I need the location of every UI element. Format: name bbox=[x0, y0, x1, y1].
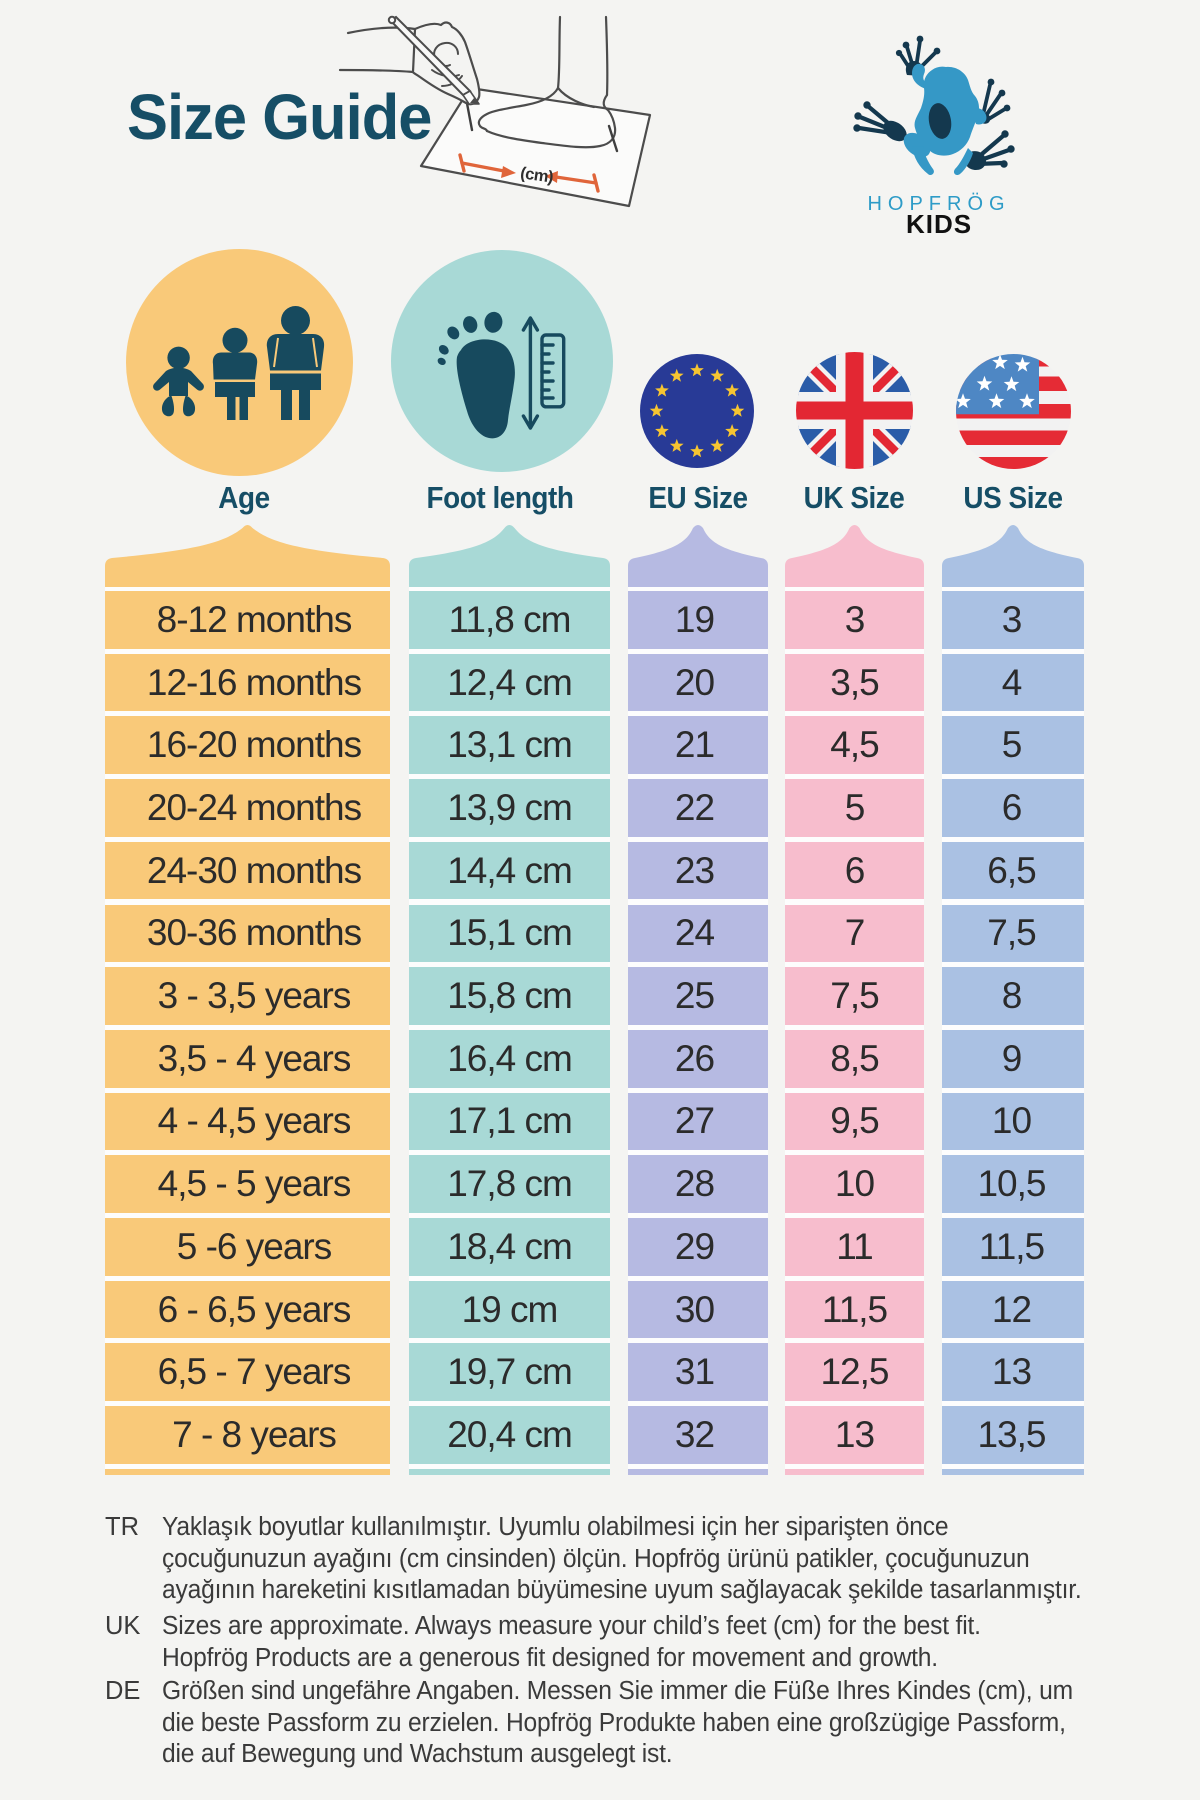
svg-text:(cm): (cm) bbox=[519, 164, 554, 186]
svg-text:HOPFRÖG: HOPFRÖG bbox=[867, 193, 1010, 215]
svg-text:KIDS: KIDS bbox=[906, 209, 972, 239]
